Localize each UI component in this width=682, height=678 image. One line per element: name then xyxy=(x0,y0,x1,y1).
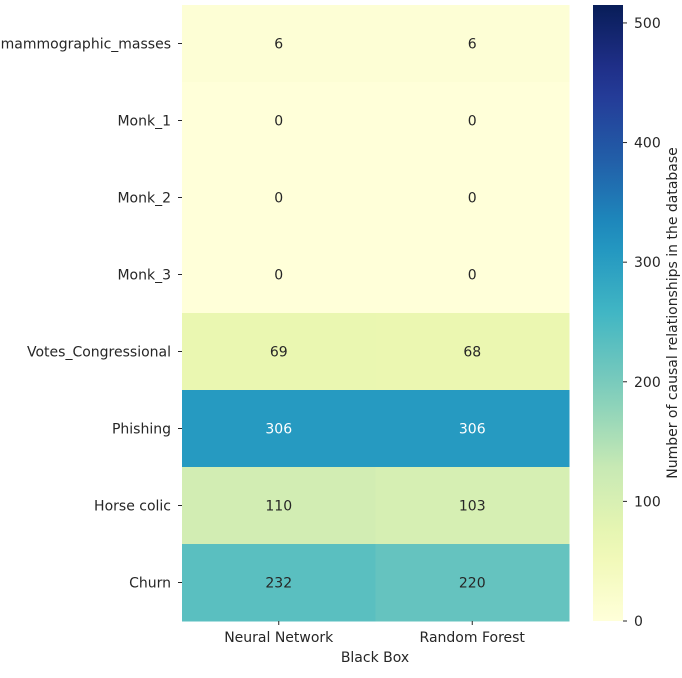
colorbar-tick-label: 0 xyxy=(634,614,643,630)
y-tick-label: mammographic_masses xyxy=(1,37,171,53)
cell-value-label: 0 xyxy=(274,268,283,284)
heatmap-cells xyxy=(182,5,570,622)
heatmap-cell xyxy=(182,236,376,314)
heatmap-cell xyxy=(375,82,570,160)
colorbar-tick-label: 400 xyxy=(634,136,661,152)
cell-value-label: 0 xyxy=(274,114,283,130)
cell-value-label: 110 xyxy=(265,499,292,515)
heatmap-cell xyxy=(182,159,376,237)
y-tick-label: Phishing xyxy=(112,422,171,438)
cell-value-label: 103 xyxy=(459,499,486,515)
y-tick-label: Votes_Congressional xyxy=(27,345,171,361)
cell-value-label: 69 xyxy=(270,345,288,361)
heatmap-cell xyxy=(375,390,570,468)
cell-value-label: 232 xyxy=(265,576,292,592)
cell-value-label: 220 xyxy=(459,576,486,592)
cell-value-label: 306 xyxy=(265,422,292,438)
colorbar-label: Number of causal relationships in the da… xyxy=(665,147,681,479)
colorbar-tick-label: 100 xyxy=(634,494,661,510)
cell-value-label: 6 xyxy=(468,37,477,53)
heatmap-cell xyxy=(375,5,570,83)
heatmap-cell xyxy=(375,467,570,545)
heatmap-cell xyxy=(375,544,570,622)
cell-value-label: 68 xyxy=(463,345,481,361)
cell-value-label: 0 xyxy=(468,114,477,130)
x-tick-label: Neural Network xyxy=(224,630,334,646)
cell-value-label: 0 xyxy=(274,191,283,207)
heatmap-cell xyxy=(182,313,376,391)
y-tick-label: Churn xyxy=(129,576,171,592)
cell-annotations: 6 6 0 0 0 0 0 0 69 68 306 306 110 103 232 220 xyxy=(265,37,485,592)
heatmap-cell xyxy=(182,82,376,160)
x-tick-label: Random Forest xyxy=(420,630,526,646)
heatmap-cell xyxy=(375,313,570,391)
y-tick-label: Monk_1 xyxy=(117,114,171,130)
y-axis: mammographic_masses Monk_1 Monk_2 Monk_3 Vot… xyxy=(1,37,182,592)
y-tick-label: Monk_2 xyxy=(117,191,171,207)
colorbar: 0 100 200 300 400 500 xyxy=(593,5,661,630)
heatmap-cell xyxy=(182,544,376,622)
colorbar-tick-label: 300 xyxy=(634,255,661,271)
heatmap-cell xyxy=(182,390,376,468)
heatmap-cell xyxy=(182,467,376,545)
y-tick-label: Horse colic xyxy=(94,499,171,515)
colorbar-gradient xyxy=(593,5,623,621)
colorbar-tick-label: 500 xyxy=(634,16,661,32)
colorbar-tick-label: 200 xyxy=(634,375,661,391)
y-tick-label: Monk_3 xyxy=(117,268,171,284)
heatmap-cell xyxy=(182,5,376,83)
heatmap-cell xyxy=(375,159,570,237)
x-axis: Neural Network Random Forest xyxy=(224,621,525,646)
cell-value-label: 6 xyxy=(274,37,283,53)
cell-value-label: 0 xyxy=(468,191,477,207)
x-axis-label: Black Box xyxy=(341,650,409,666)
heatmap-cell xyxy=(375,236,570,314)
cell-value-label: 306 xyxy=(459,422,486,438)
cell-value-label: 0 xyxy=(468,268,477,284)
